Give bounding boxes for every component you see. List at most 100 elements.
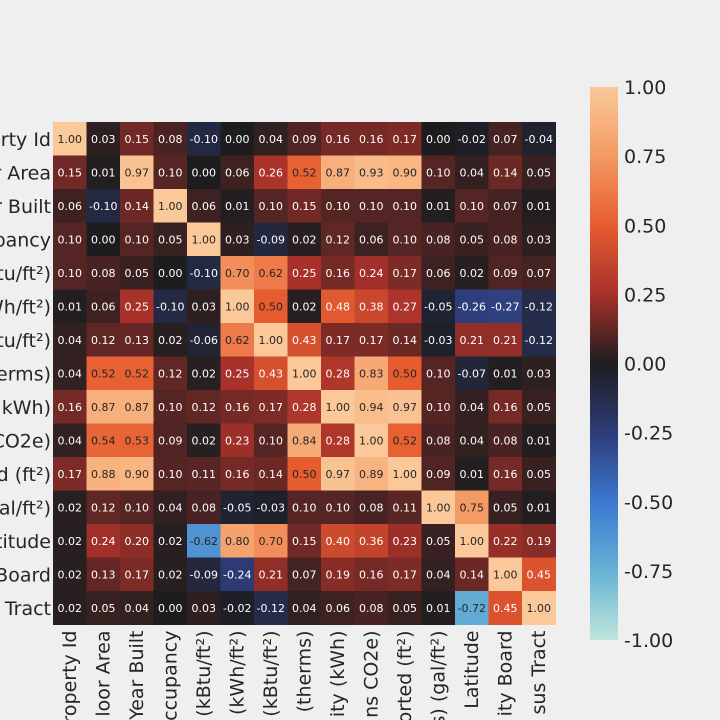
- column-tick-label: ity (kWh): [327, 631, 349, 718]
- heatmap-cell: [86, 524, 121, 558]
- heatmap-cell: [455, 423, 489, 458]
- cell-value-label: 0.07: [493, 200, 518, 213]
- heatmap-cell: [120, 524, 154, 558]
- cell-value-label: 1.00: [393, 468, 418, 481]
- cell-value-label: 0.05: [493, 501, 518, 514]
- heatmap-cell: [522, 457, 556, 491]
- heatmap-cell: [287, 222, 322, 257]
- cell-value-label: 0.09: [493, 267, 518, 280]
- heatmap-cell: [187, 524, 221, 558]
- cell-value-label: 0.93: [359, 166, 384, 179]
- heatmap-cell: [254, 356, 288, 391]
- heatmap-cell: [254, 189, 288, 223]
- heatmap-cell: [153, 222, 188, 257]
- heatmap-cell: [388, 356, 422, 391]
- heatmap-cell: [388, 289, 422, 324]
- heatmap-cell: [254, 256, 288, 290]
- cell-value-label: 0.08: [91, 267, 116, 280]
- heatmap-cell: [287, 323, 322, 357]
- row-tick-label: r Built: [0, 196, 51, 218]
- cell-value-label: 0.02: [58, 602, 83, 615]
- cell-value-label: 0.10: [58, 267, 83, 280]
- cell-value-label: 0.13: [91, 568, 116, 581]
- cell-value-label: 0.16: [359, 133, 384, 146]
- column-tick-label: orted (ft²): [394, 631, 416, 720]
- heatmap-cell: [254, 155, 288, 190]
- cell-value-label: 0.24: [359, 267, 384, 280]
- heatmap-cell: [455, 323, 489, 357]
- cell-value-label: 0.10: [359, 200, 384, 213]
- cell-value-label: 1.00: [158, 200, 183, 213]
- column-tick-label: Latitude: [461, 631, 483, 709]
- colorbar-tick-label: 0.75: [624, 146, 666, 168]
- cell-value-label: 1.00: [259, 334, 284, 347]
- cell-value-label: 0.08: [359, 501, 384, 514]
- heatmap-cell: [86, 390, 121, 424]
- cell-value-label: 0.10: [259, 200, 284, 213]
- cell-value-label: 0.05: [158, 233, 183, 246]
- cell-value-label: 0.21: [460, 334, 485, 347]
- heatmap-cell: [153, 490, 188, 525]
- heatmap-cell: [354, 256, 389, 290]
- colorbar-tick-label: 1.00: [624, 77, 666, 99]
- cell-value-label: 0.12: [326, 233, 351, 246]
- heatmap-cell: [321, 189, 355, 223]
- cell-value-label: 0.62: [225, 334, 250, 347]
- heatmap-cell: [120, 155, 154, 190]
- heatmap-cell: [321, 423, 355, 458]
- row-tick-label: Board: [0, 564, 51, 586]
- cell-value-label: 0.03: [91, 133, 116, 146]
- row-tick-label: erty Id: [0, 129, 51, 151]
- heatmap-cell: [522, 155, 556, 190]
- heatmap-cell: [321, 524, 355, 558]
- heatmap-cell: [488, 289, 523, 324]
- heatmap-cell: [86, 256, 121, 290]
- cell-value-label: 0.45: [493, 602, 518, 615]
- heatmap-cell: [86, 122, 121, 156]
- cell-value-label: 0.05: [527, 468, 552, 481]
- heatmap-cell: [455, 155, 489, 190]
- row-tick-label: r Area: [0, 162, 51, 184]
- cell-value-label: 0.10: [158, 166, 183, 179]
- heatmap-cell: [488, 356, 523, 391]
- heatmap-cell: [321, 155, 355, 190]
- heatmap-cell: [354, 591, 389, 625]
- heatmap-cell: [120, 457, 154, 491]
- cell-value-label: 0.08: [359, 602, 384, 615]
- heatmap-cell: [53, 457, 87, 491]
- cell-value-label: 0.23: [225, 434, 250, 447]
- cell-value-label: 0.01: [460, 468, 485, 481]
- cell-value-label: -0.07: [458, 367, 486, 380]
- cell-value-label: 0.25: [125, 300, 150, 313]
- cell-value-label: -0.26: [458, 300, 486, 313]
- heatmap-cell: [354, 490, 389, 525]
- cell-value-label: 1.00: [493, 568, 518, 581]
- cell-value-label: 0.05: [460, 233, 485, 246]
- cell-value-label: 0.01: [91, 166, 116, 179]
- cell-value-label: 0.02: [192, 434, 217, 447]
- cell-value-label: 0.01: [527, 200, 552, 213]
- heatmap-cell: [321, 256, 355, 290]
- heatmap-cell: [86, 323, 121, 357]
- cell-value-label: 0.50: [259, 300, 284, 313]
- heatmap-cell: [287, 423, 322, 458]
- heatmap-cell: [53, 155, 87, 190]
- cell-value-label: 0.21: [493, 334, 518, 347]
- heatmap-cell: [254, 524, 288, 558]
- column-tick-label: (therms): [293, 631, 315, 713]
- row-tick-label: terms): [0, 363, 51, 385]
- column-tick-label: ccupancy: [159, 631, 181, 720]
- cell-value-label: 0.70: [225, 267, 250, 280]
- heatmap-cell: [120, 323, 154, 357]
- heatmap-cell: [53, 289, 87, 324]
- cell-value-label: 0.43: [292, 334, 317, 347]
- heatmap-cell: [421, 189, 456, 223]
- cell-value-label: 0.45: [527, 568, 552, 581]
- heatmap-cell: [53, 490, 87, 525]
- heatmap-cell: [187, 557, 221, 592]
- cell-value-label: 0.08: [493, 233, 518, 246]
- heatmap-cell: [388, 524, 422, 558]
- heatmap-cell: [354, 356, 389, 391]
- heatmap-cell: [53, 256, 87, 290]
- heatmap-cell: [120, 189, 154, 223]
